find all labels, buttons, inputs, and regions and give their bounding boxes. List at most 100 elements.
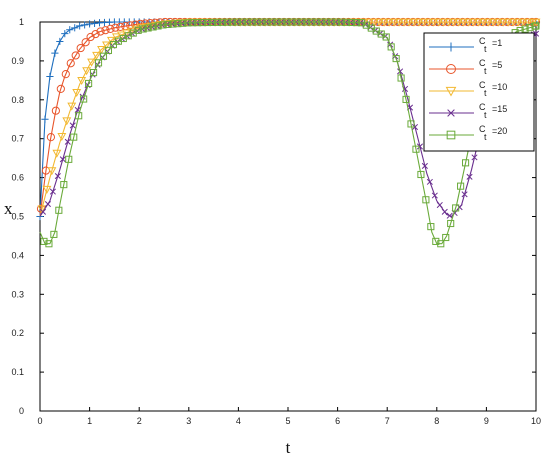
data-point-plus: [71, 24, 79, 32]
data-point-triangle: [82, 67, 92, 76]
legend-label-main: C: [479, 58, 486, 68]
data-point-triangle: [474, 18, 483, 27]
data-point-triangle: [424, 18, 434, 27]
x-tick-label: 4: [236, 416, 241, 426]
data-point-triangle: [87, 58, 97, 67]
data-point-square: [347, 18, 356, 26]
data-point-triangle: [409, 18, 419, 27]
data-point-plus: [41, 115, 49, 123]
data-point-square: [169, 20, 177, 28]
data-point-cross: [461, 191, 468, 198]
data-point-square: [159, 21, 167, 29]
data-point-triangle: [394, 18, 404, 27]
data-point-triangle: [42, 185, 52, 194]
legend-label-subscript: t: [484, 132, 487, 142]
data-point-circle: [46, 133, 56, 142]
legend-label-value: =5: [492, 60, 502, 70]
data-point-square: [397, 74, 405, 82]
data-point-triangle: [379, 18, 389, 27]
series-ct-20: [39, 18, 540, 248]
data-point-circle: [106, 24, 115, 33]
x-tick-label: 3: [186, 416, 191, 426]
data-point-square: [407, 120, 415, 128]
data-point-triangle: [498, 18, 508, 27]
data-point-plus: [56, 37, 64, 46]
data-point-triangle: [429, 18, 439, 27]
data-point-triangle: [399, 18, 409, 27]
data-point-cross: [411, 123, 419, 131]
data-point-cross: [421, 162, 428, 169]
data-point-square: [189, 19, 197, 27]
data-point-square: [65, 155, 73, 163]
data-point-plus: [76, 22, 84, 30]
data-point-cross: [54, 172, 61, 180]
data-point-triangle: [518, 18, 528, 27]
data-point-plus: [46, 72, 54, 81]
data-point-triangle: [102, 41, 111, 50]
data-point-circle: [66, 59, 75, 68]
data-point-square: [308, 18, 316, 26]
data-point-square: [338, 18, 346, 26]
data-point-square: [268, 18, 276, 26]
data-point-square: [313, 18, 321, 26]
data-point-square: [273, 18, 281, 26]
data-point-square: [382, 33, 390, 41]
legend-entry: Ct =5: [429, 58, 502, 76]
data-point-triangle: [72, 89, 82, 98]
chart-legend: Ct =1 Ct =5 Ct =10 Ct =15 Ct =20: [423, 32, 535, 152]
data-point-square: [45, 240, 53, 248]
data-point-square: [293, 18, 301, 26]
data-point-circle: [96, 27, 105, 36]
data-point-triangle: [523, 18, 533, 27]
data-point-triangle: [47, 167, 57, 176]
data-point-triangle: [478, 18, 488, 27]
data-point-plus: [81, 21, 89, 29]
y-tick-label: 0.4: [11, 250, 24, 260]
data-point-square: [164, 20, 172, 28]
data-point-square: [263, 18, 271, 26]
data-point-square: [99, 52, 108, 60]
legend-label-subscript: t: [484, 66, 487, 76]
data-point-triangle: [92, 51, 101, 60]
data-point-triangle: [469, 18, 478, 27]
data-point-triangle: [459, 18, 469, 27]
data-point-square: [90, 69, 98, 77]
legend-label-subscript: t: [484, 44, 487, 54]
data-point-triangle: [449, 18, 459, 27]
data-point-cross: [59, 156, 66, 163]
data-point-square: [80, 95, 88, 103]
x-tick-label: 5: [285, 416, 290, 426]
data-point-square: [532, 22, 540, 30]
data-point-square: [70, 133, 78, 141]
data-point-triangle: [111, 33, 121, 42]
data-point-square: [387, 43, 395, 51]
data-point-circle: [91, 29, 100, 39]
data-point-cross: [397, 68, 404, 75]
data-point-plus: [86, 20, 94, 28]
chart-series: [36, 17, 541, 248]
data-point-square: [134, 26, 142, 34]
data-point-square: [233, 18, 241, 26]
data-point-square: [60, 181, 68, 189]
x-axis-label: t: [286, 438, 291, 457]
data-point-square: [218, 18, 227, 26]
data-point-triangle: [483, 18, 493, 27]
data-point-circle: [61, 70, 70, 79]
data-point-square: [75, 112, 83, 120]
data-point-square: [442, 233, 450, 242]
data-point-circle: [111, 23, 120, 32]
data-point-circle: [116, 22, 125, 32]
y-tick-label: 0.8: [11, 95, 24, 105]
data-point-square: [323, 18, 331, 26]
data-point-triangle: [488, 18, 498, 27]
data-point-triangle: [414, 18, 424, 27]
data-point-plus: [90, 19, 99, 27]
y-tick-label: 0.2: [11, 328, 24, 338]
data-point-circle: [71, 51, 80, 60]
x-tick-label: 1: [87, 416, 92, 426]
x-tick-label: 9: [484, 416, 489, 426]
data-point-square: [303, 18, 311, 26]
data-point-triangle: [369, 18, 379, 27]
data-point-cross: [416, 143, 423, 150]
data-point-square: [238, 18, 246, 26]
